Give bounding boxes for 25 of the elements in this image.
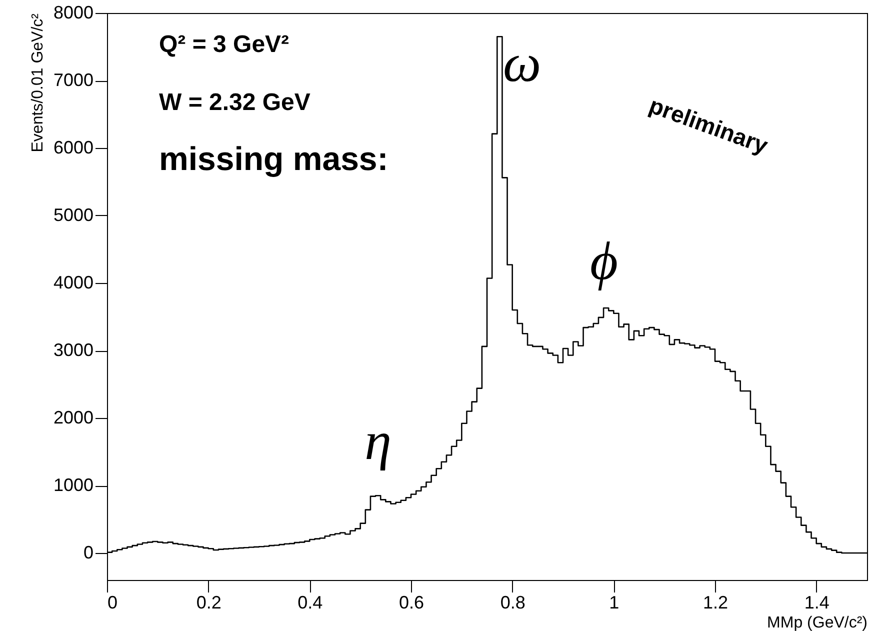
annotation: Q² = 3 GeV² (159, 31, 290, 58)
x-tick-label: 0.8 (500, 592, 526, 612)
x-tick-label: 0.4 (298, 592, 323, 612)
x-tick-label: 1.4 (804, 592, 830, 612)
annotation: W = 2.32 GeV (159, 89, 310, 116)
y-tick-label: 7000 (53, 70, 94, 90)
y-tick-label: 1000 (53, 475, 94, 495)
annotation: η (364, 411, 392, 471)
y-tick-label: 0 (83, 542, 94, 562)
annotation: ϕ (590, 231, 618, 291)
y-tick-label: 3000 (53, 340, 94, 360)
y-axis-title: Events/0.01 GeV/c² (29, 12, 46, 152)
x-tick-label: 0 (108, 592, 118, 612)
annotation: ω (502, 33, 542, 93)
y-tick-label: 4000 (53, 272, 94, 292)
x-tick-label: 0.6 (398, 592, 424, 612)
x-tick-label: 1 (609, 592, 620, 612)
y-tick-label: 2000 (53, 408, 94, 428)
y-tick-label: 6000 (53, 138, 94, 158)
y-tick-label: 8000 (53, 2, 94, 22)
annotation: missing mass: (159, 140, 388, 177)
x-axis-title: MMp (GeV/c²) (767, 614, 868, 631)
x-tick-label: 1.2 (702, 592, 728, 612)
x-tick-label: 0.2 (196, 592, 222, 612)
y-tick-label: 5000 (53, 205, 94, 225)
